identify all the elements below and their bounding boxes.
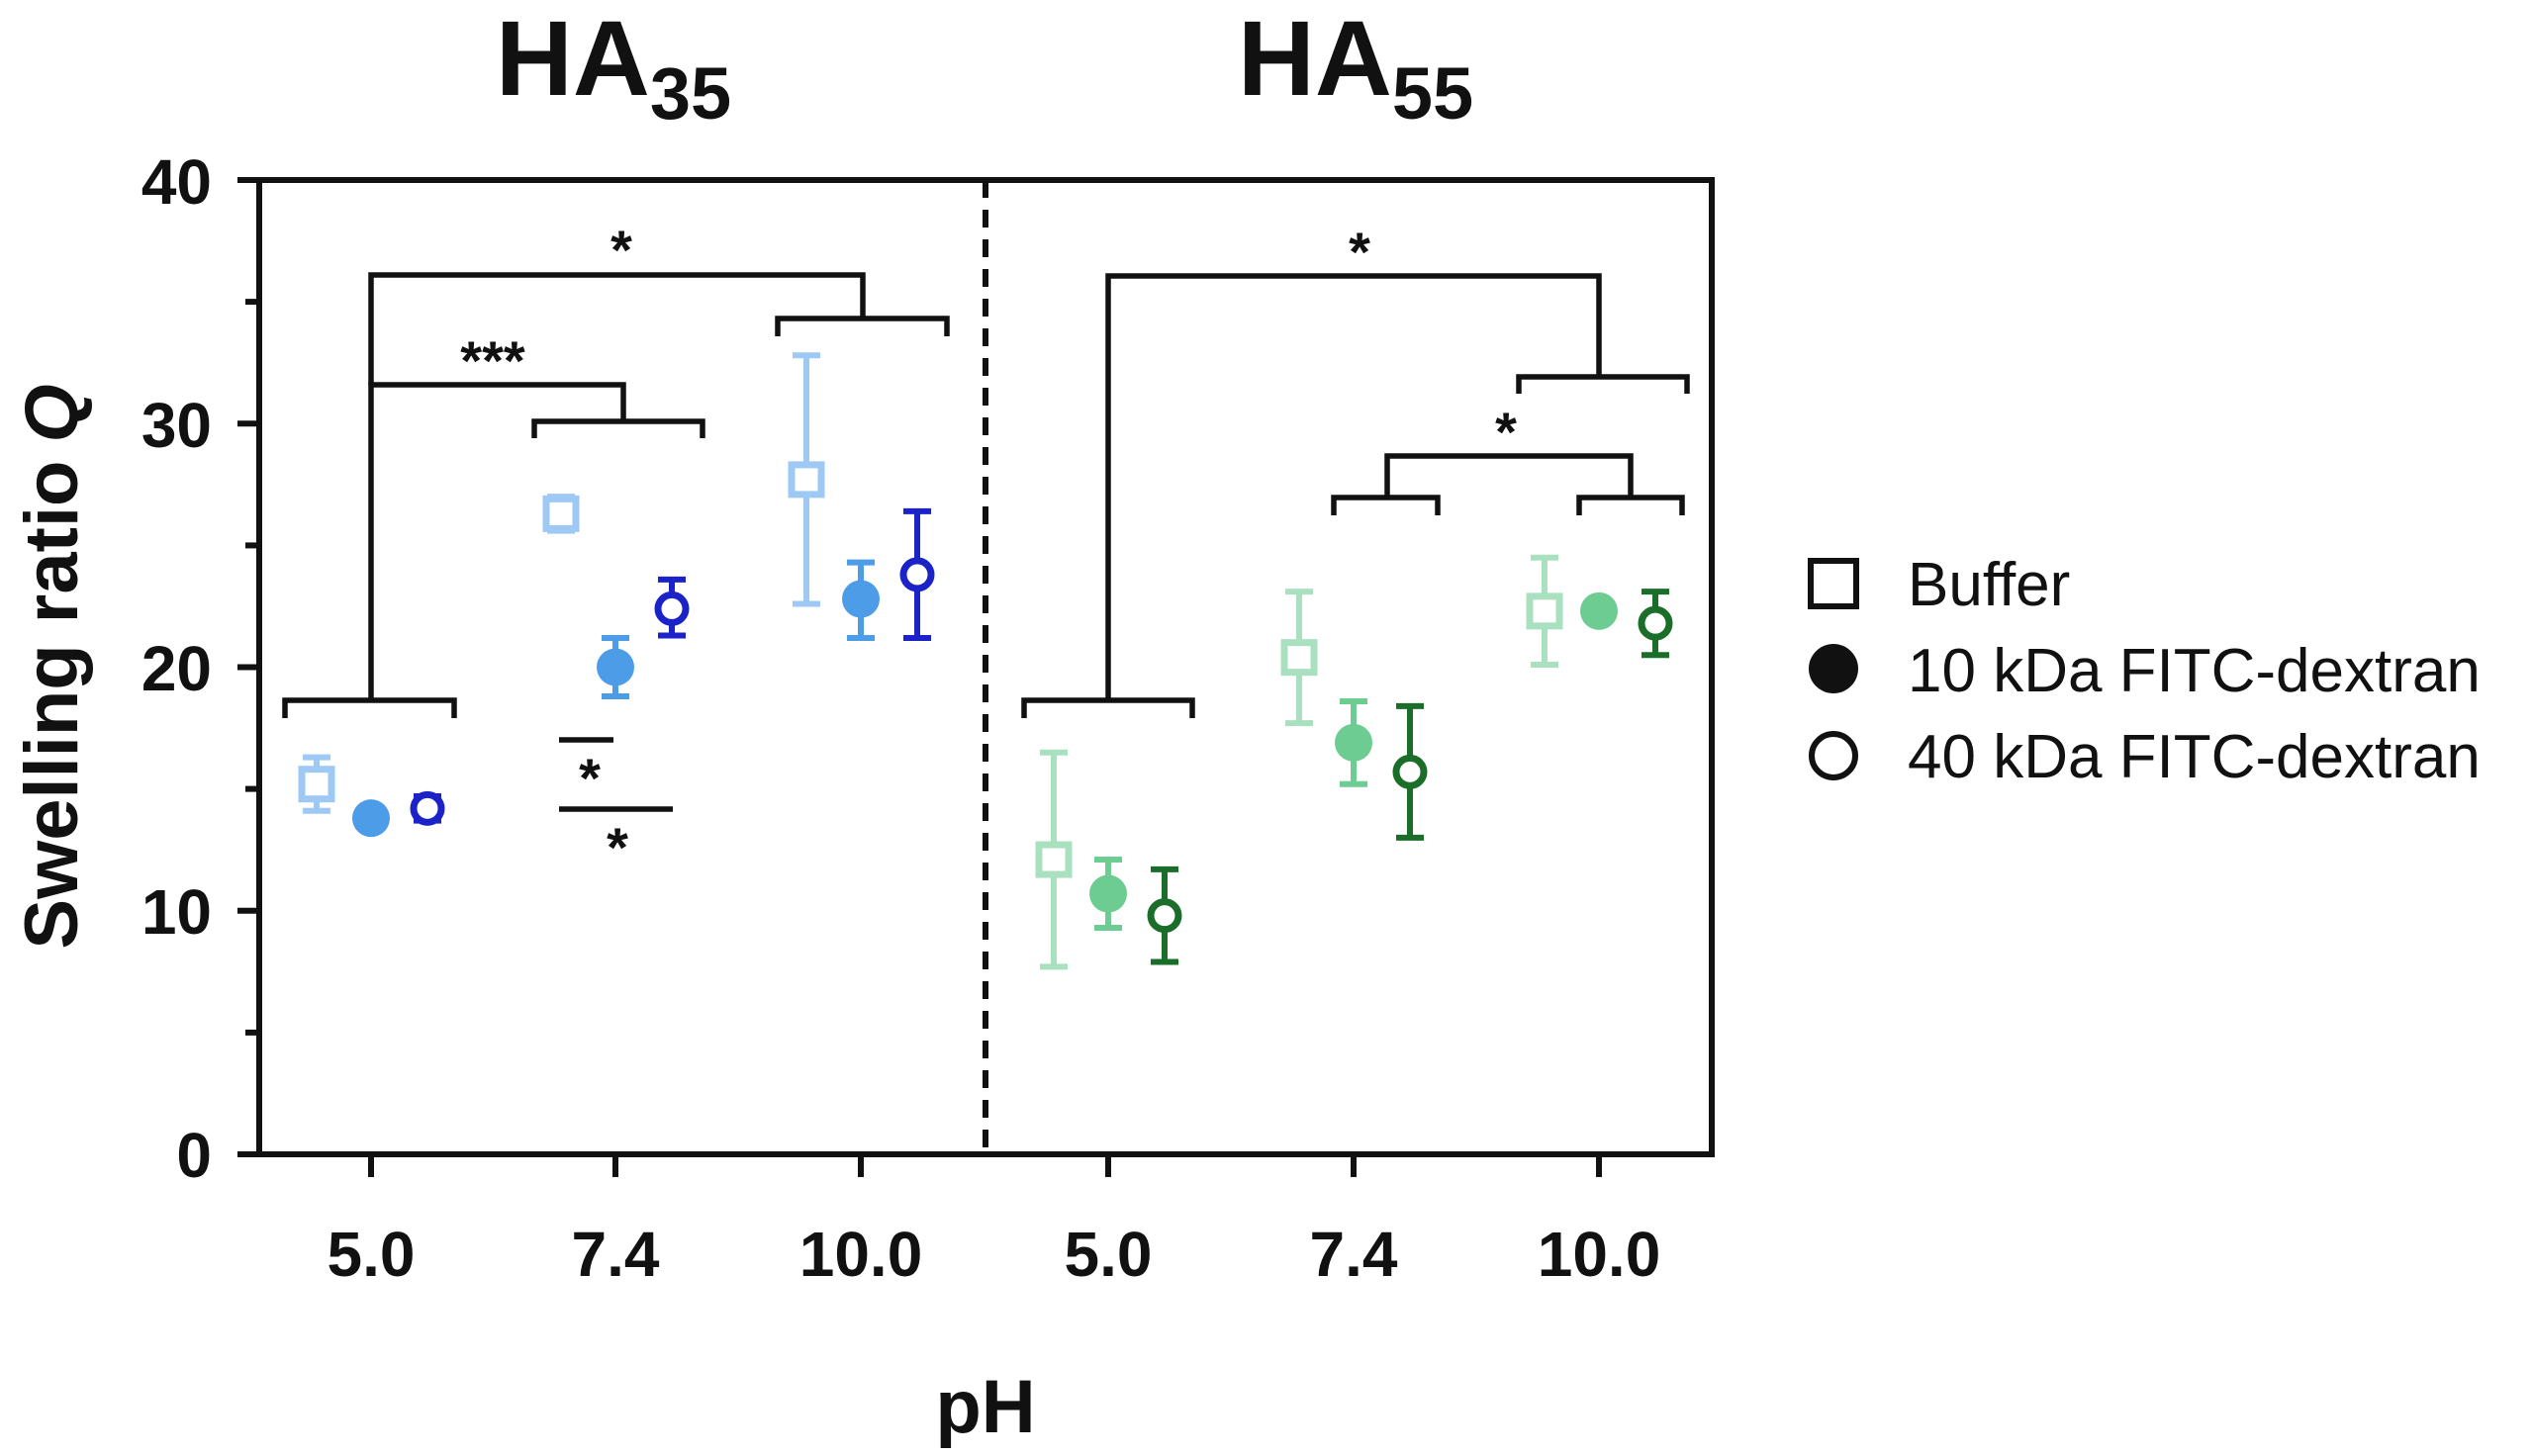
point-ha55-ph7.4-40-kda-fitc-dextran-marker [1392,754,1428,789]
point-ha55-ph10.0-buffer-marker [1526,592,1563,630]
sig-label-ha35-5-vs-7.4: *** [460,329,525,392]
x-tick-label-ha55-10.0: 10.0 [1538,1219,1661,1290]
y-tick-label-30: 30 [141,390,212,461]
panel-title-ha35: HA35 [496,0,731,135]
bracket-ha35-5-vs-10 [368,272,866,385]
point-ha35-ph7.4-10-kda-fitc-dextran [597,634,634,700]
bracket-ha55-ph10 [1576,495,1685,515]
x-tick-label-ha55-7.4: 7.4 [1310,1219,1398,1290]
x-tick-label-ha55-5.0: 5.0 [1065,1219,1153,1290]
legend-marker-10kda [1809,644,1858,693]
point-ha55-ph5.0-40-kda-fitc-dextran-marker [1147,898,1182,934]
point-ha55-ph10.0-10-kda-fitc-dextran [1580,592,1618,630]
point-ha55-ph7.4-buffer [1280,589,1318,727]
point-ha55-ph7.4-buffer-marker [1280,639,1318,677]
point-ha35-ph10.0-40-kda-fitc-dextran-marker [899,557,935,592]
point-ha55-ph5.0-40-kda-fitc-dextran [1147,865,1182,965]
point-ha55-ph5.0-buffer [1035,749,1073,970]
bracket-ha35-ph10 [775,316,950,336]
point-ha35-ph5.0-10-kda-fitc-dextran-marker [352,799,390,838]
point-ha35-ph10.0-40-kda-fitc-dextran [899,507,935,641]
sig-label-ha35-5-vs-10: * [610,219,632,281]
sig-label-ha35-buffer-vs-40k: * [607,816,628,878]
y-tick-label-20: 20 [141,633,212,704]
bracket-ha35-ph7.4 [531,418,705,438]
x-tick-label-ha35-5.0: 5.0 [328,1219,416,1290]
point-ha55-ph7.4-40-kda-fitc-dextran [1392,702,1428,841]
point-ha55-ph10.0-40-kda-fitc-dextran-marker [1638,605,1673,641]
point-ha35-ph10.0-buffer-marker [788,461,825,499]
point-ha35-ph10.0-10-kda-fitc-dextran [842,559,880,641]
point-ha55-ph10.0-40-kda-fitc-dextran [1638,589,1673,659]
bracket-ha55-ph5 [1021,697,1195,718]
sig-label-ha35-buffer-vs-10k: * [579,747,601,809]
bracket-ha35-5-vs-7.4 [368,382,626,700]
point-ha35-ph7.4-10-kda-fitc-dextran-marker [597,648,634,686]
point-ha55-ph5.0-buffer-marker [1035,841,1073,878]
legend-label-10kda: 10 kDa FITC-dextran [1908,637,2481,705]
x-ticks [368,1154,1602,1177]
y-major-ticks [237,177,259,1157]
significance-brackets [282,272,1690,812]
bracket-ha55-7.4-10-group [1516,374,1690,394]
y-tick-label-0: 0 [176,1120,212,1191]
bracket-ha55-5-vs-rest [1105,273,1602,700]
y-axis-title: Swelling ratio Q [10,384,94,949]
bracket-ha55-7.4-vs-10 [1384,453,1634,498]
point-ha55-ph10.0-10-kda-fitc-dextran-marker [1580,592,1618,630]
point-ha35-ph10.0-buffer [788,352,825,607]
x-axis-title: pH [935,1365,1035,1449]
sig-label-ha55-5-vs-rest: * [1349,221,1370,283]
legend-label-40kda: 40 kDa FITC-dextran [1908,723,2481,791]
y-minor-ticks [245,299,259,1036]
legend-marker-buffer [1808,558,1859,609]
point-ha35-ph7.4-buffer [542,494,580,534]
point-ha35-ph5.0-10-kda-fitc-dextran [352,799,390,838]
panel-subscript-ha35: 35 [650,52,731,135]
point-ha35-ph7.4-40-kda-fitc-dextran [654,576,690,639]
point-ha55-ph7.4-10-kda-fitc-dextran-marker [1335,723,1372,762]
y-tick-label-40: 40 [141,146,212,218]
legend: Buffer 10 kDa FITC-dextran 40 kDa FITC-d… [1808,551,2481,791]
y-tick-label-10: 10 [141,876,212,948]
point-ha35-ph10.0-10-kda-fitc-dextran-marker [842,580,880,618]
panel-subscript-ha55: 55 [1392,52,1473,135]
point-ha35-ph7.4-40-kda-fitc-dextran-marker [654,591,690,626]
point-ha35-ph5.0-40-kda-fitc-dextran-marker [410,790,445,826]
bracket-ha35-ph5 [282,697,457,718]
point-ha35-ph7.4-buffer-marker [542,495,580,532]
point-ha55-ph7.4-10-kda-fitc-dextran [1335,697,1372,787]
x-tick-label-ha35-7.4: 7.4 [572,1219,660,1290]
panel-title-ha55: HA55 [1238,0,1473,135]
y-axis-title-text: Swelling ratio [10,461,94,950]
point-ha55-ph10.0-buffer [1526,554,1563,669]
point-ha55-ph5.0-10-kda-fitc-dextran [1089,857,1127,931]
x-tick-label-ha35-10.0: 10.0 [799,1219,923,1290]
point-ha35-ph5.0-buffer [298,754,335,814]
y-axis-title-var: Q [10,384,94,442]
point-ha55-ph5.0-10-kda-fitc-dextran-marker [1089,874,1127,913]
bracket-ha55-ph7.4 [1331,495,1441,515]
legend-label-buffer: Buffer [1908,551,2070,619]
point-ha35-ph5.0-40-kda-fitc-dextran [410,790,445,826]
legend-marker-40kda [1809,731,1858,780]
data-points [298,352,1673,970]
point-ha35-ph5.0-buffer-marker [298,766,335,803]
sig-label-ha55-7.4-vs-10: * [1495,401,1517,463]
